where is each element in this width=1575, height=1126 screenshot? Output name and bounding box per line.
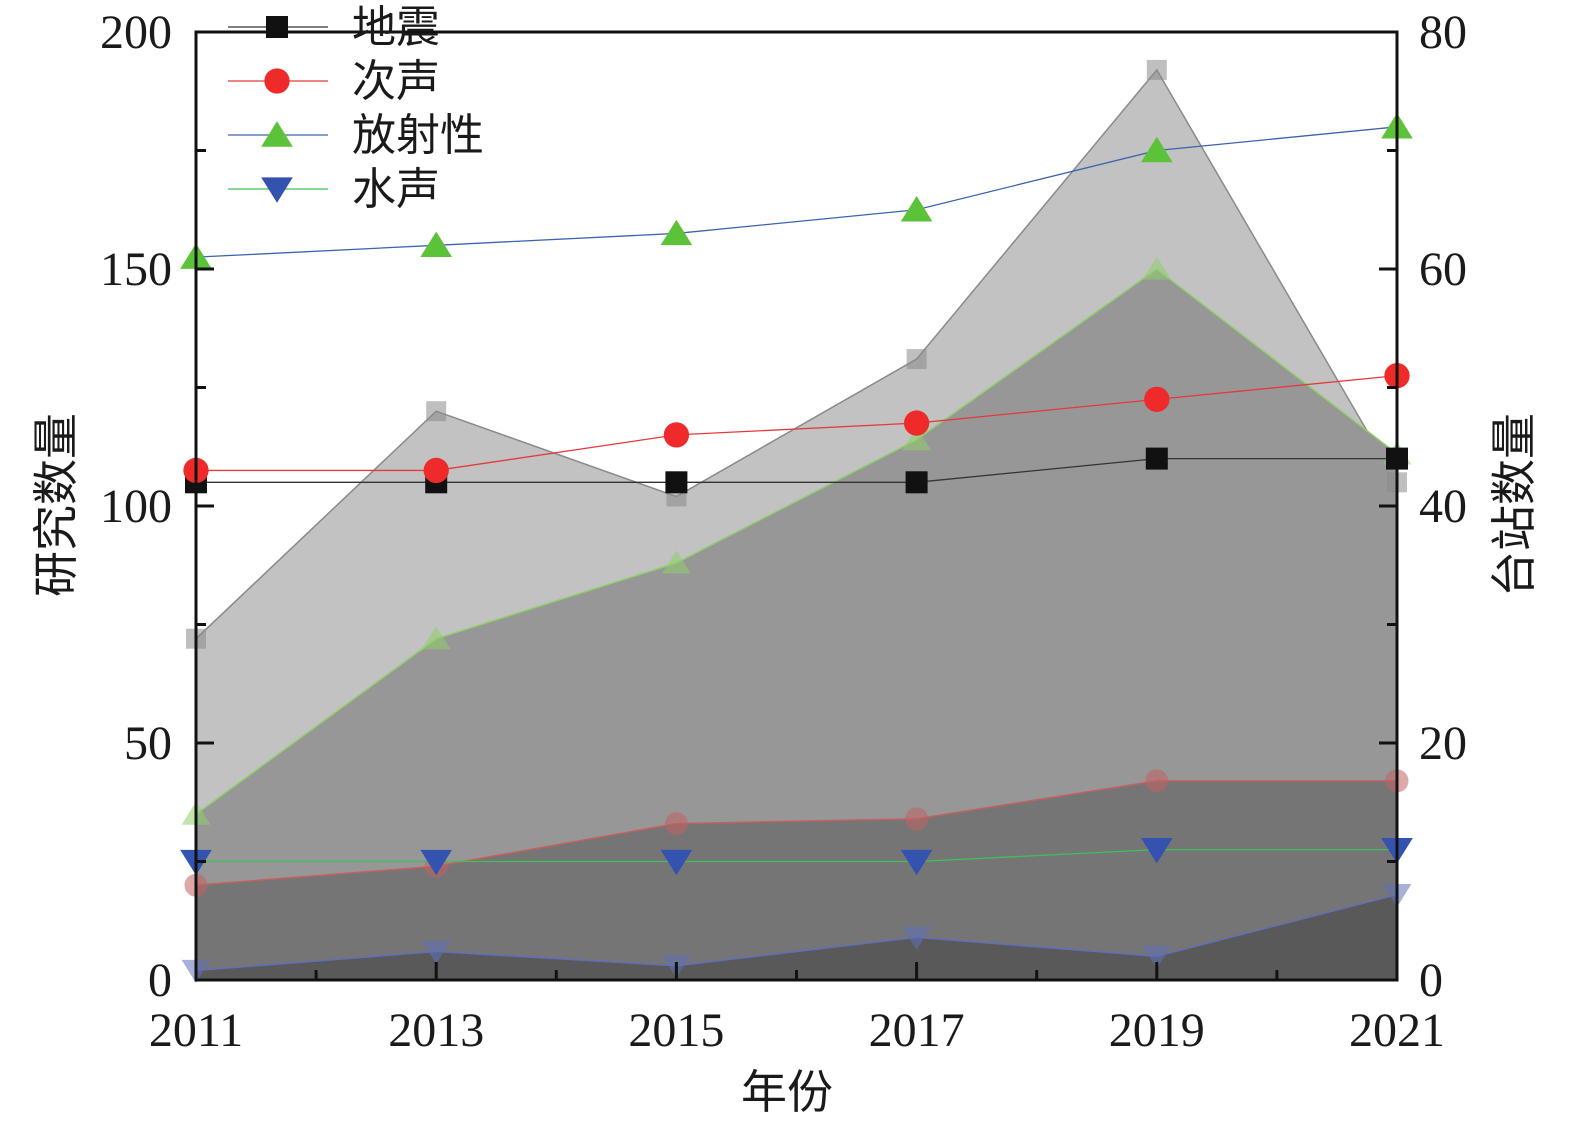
left-y-axis-title: 研究数量 xyxy=(29,413,83,597)
axes: 2011 2013 2015 2017 2019 20210501001502000204… xyxy=(100,6,1467,1057)
right-y-axis-title: 台站数量 xyxy=(1487,413,1541,597)
left-y-tick-label: 150 xyxy=(100,243,172,296)
x-tick-label: 2011 xyxy=(149,1004,243,1057)
area-point-1-1 xyxy=(421,626,451,650)
legend-label-2: 放射性 xyxy=(352,110,484,161)
x-tick-label: 2021 xyxy=(1349,1004,1445,1057)
area-edge-0 xyxy=(195,68,1398,640)
right-y-tick-label: 80 xyxy=(1419,6,1467,59)
series-line-2 xyxy=(195,126,1398,258)
left-y-tick-label: 200 xyxy=(100,6,172,59)
series-line-1 xyxy=(196,375,1398,472)
series-point-1-1 xyxy=(423,457,449,484)
series-point-3-2 xyxy=(660,849,693,876)
series-point-0-2 xyxy=(665,471,688,494)
right-y-tick-label: 20 xyxy=(1419,717,1467,770)
area-point-3-4 xyxy=(1142,945,1172,969)
area-edge-1 xyxy=(195,268,1398,815)
area-point-1-4 xyxy=(1142,256,1172,280)
legend-marker-3 xyxy=(261,177,293,203)
series-point-3-1 xyxy=(420,849,453,876)
series-point-3-4 xyxy=(1140,837,1173,864)
legend-marker-0 xyxy=(266,16,288,38)
x-tick-label: 2015 xyxy=(628,1004,724,1057)
x-tick-label: 2017 xyxy=(869,1004,965,1057)
series-point-2-3 xyxy=(900,196,933,222)
right-y-tick-label: 40 xyxy=(1419,480,1467,533)
area-point-0-3 xyxy=(906,349,927,370)
series-point-1-4 xyxy=(1144,386,1170,412)
x-tick-label: 2019 xyxy=(1109,1004,1205,1057)
right-y-tick-label: 60 xyxy=(1419,243,1467,296)
series-point-1-3 xyxy=(903,410,930,436)
left-y-tick-label: 100 xyxy=(100,480,172,533)
x-axis-title: 年份 xyxy=(741,1065,833,1119)
legend-label-0: 地震 xyxy=(352,2,440,53)
x-tick-label: 2013 xyxy=(388,1004,484,1057)
series-point-2-4 xyxy=(1140,136,1173,163)
series-line-3 xyxy=(196,849,1397,863)
legend-label-1: 次声 xyxy=(352,56,440,107)
area-point-0-1 xyxy=(426,401,447,422)
area-layer xyxy=(195,68,1398,981)
area-point-3-3 xyxy=(902,926,931,950)
legend-marker-1 xyxy=(264,68,290,94)
area-fill-2 xyxy=(196,780,1397,980)
series-line-0 xyxy=(196,457,1397,483)
area-point-2-4 xyxy=(1145,769,1169,793)
series-point-3-3 xyxy=(900,849,933,876)
legend-label-3: 水声 xyxy=(352,164,440,215)
series-point-2-2 xyxy=(660,219,693,246)
series-line-layer xyxy=(180,113,1413,876)
area-point-1-2 xyxy=(662,550,691,574)
area-point-2-2 xyxy=(664,812,688,836)
left-y-tick-label: 50 xyxy=(124,717,172,770)
series-point-0-3 xyxy=(905,471,928,494)
area-edge-3 xyxy=(195,893,1398,972)
area-fill-3 xyxy=(196,894,1397,980)
series-point-0-4 xyxy=(1145,447,1168,470)
area-edge-2 xyxy=(195,780,1397,886)
left-y-tick-label: 0 xyxy=(148,954,172,1007)
area-point-2-3 xyxy=(905,807,929,831)
legend-marker-2 xyxy=(261,121,293,147)
series-point-2-1 xyxy=(420,231,453,257)
area-point-3-1 xyxy=(421,940,451,965)
right-y-tick-label: 0 xyxy=(1419,954,1443,1007)
area-point-1-3 xyxy=(902,427,931,451)
series-point-1-2 xyxy=(663,422,690,448)
area-point-0-4 xyxy=(1146,59,1167,80)
